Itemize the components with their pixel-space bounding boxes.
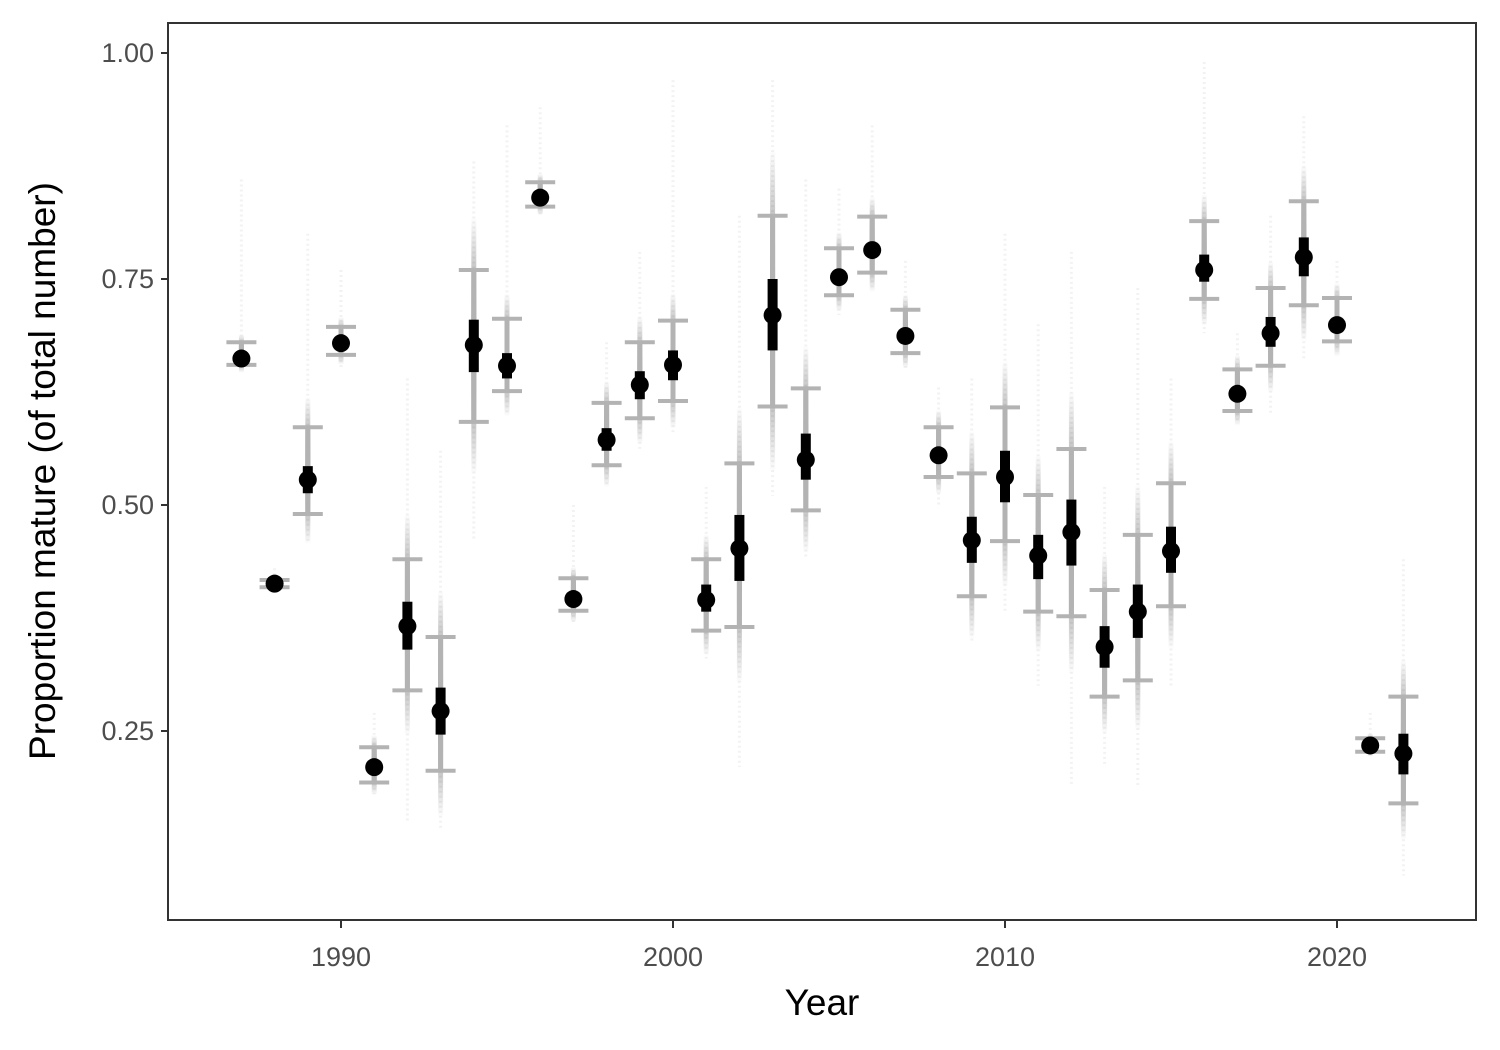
median-point [232, 349, 251, 368]
median-point [332, 334, 350, 353]
x-tick-label: 1990 [311, 942, 371, 972]
median-point [996, 467, 1014, 486]
median-point [1394, 744, 1413, 763]
x-tick-label: 2000 [643, 942, 703, 972]
median-point [763, 306, 782, 325]
plot-background [168, 23, 1476, 920]
median-point [265, 574, 284, 593]
median-point [730, 539, 749, 558]
median-point [630, 375, 649, 394]
median-point [1328, 316, 1346, 335]
y-tick-label: 1.00 [101, 38, 154, 68]
median-point [398, 617, 417, 636]
median-point [664, 355, 682, 374]
median-point [365, 758, 384, 777]
median-point [1095, 637, 1114, 656]
x-tick-label: 2020 [1307, 942, 1367, 972]
median-point [1062, 523, 1081, 542]
y-tick-label: 0.25 [101, 716, 154, 746]
y-axis: 0.25 0.50 0.75 1.00 [101, 38, 168, 746]
median-point [298, 470, 317, 489]
median-point [597, 430, 616, 449]
median-point [564, 590, 583, 609]
median-point [531, 188, 550, 207]
median-point [1294, 248, 1313, 267]
median-point [1261, 324, 1280, 343]
y-tick-label: 0.75 [101, 264, 154, 294]
x-axis: 1990 2000 2010 2020 [311, 920, 1367, 972]
median-point [1361, 736, 1380, 755]
median-point [863, 241, 882, 260]
median-point [1228, 384, 1247, 403]
median-point [896, 326, 915, 345]
median-point [962, 531, 981, 550]
y-tick-label: 0.50 [101, 490, 154, 520]
median-point [464, 335, 483, 354]
median-point [1195, 260, 1214, 279]
y-axis-title: Proportion mature (of total number) [22, 182, 63, 760]
median-point [796, 450, 815, 469]
x-axis-title: Year [785, 982, 860, 1023]
median-point [929, 446, 948, 465]
x-tick-label: 2010 [975, 942, 1035, 972]
median-point [1162, 542, 1180, 561]
median-point [830, 268, 848, 287]
median-point [697, 590, 716, 609]
panel-border [167, 22, 1477, 921]
median-point [1029, 546, 1048, 565]
median-points-layer [232, 188, 1413, 777]
median-point [1128, 602, 1147, 621]
median-point [498, 356, 516, 375]
median-point [431, 702, 450, 721]
